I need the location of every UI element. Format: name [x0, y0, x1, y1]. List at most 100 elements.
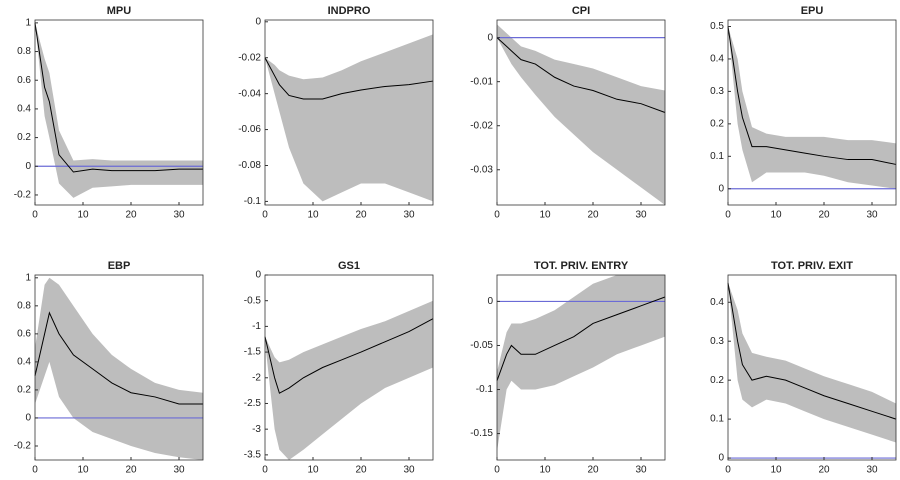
x-tick-label: 20: [355, 210, 367, 221]
y-tick-label: -0.15: [470, 428, 493, 439]
response-line: [34, 22, 203, 173]
y-tick-label: 0: [255, 16, 261, 27]
y-tick-label: -1: [252, 321, 261, 332]
response-line: [34, 311, 203, 405]
y-tick-label: 0: [487, 32, 493, 43]
y-tick-label: -2: [252, 372, 261, 383]
x-tick-label: 10: [539, 465, 551, 476]
response-line: [264, 57, 434, 100]
confidence-band: [497, 24, 665, 206]
y-tick-label: -0.1: [476, 384, 494, 395]
y-tick-label: -0.02: [238, 52, 261, 63]
x-tick-label: 30: [403, 210, 415, 221]
panel-title: EBP: [108, 260, 131, 272]
y-tick-label: 0: [25, 413, 31, 424]
y-tick-label: 0.4: [710, 297, 724, 308]
x-tick-label: 0: [262, 210, 268, 221]
y-tick-label: 0.8: [17, 46, 31, 57]
y-tick-label: -0.2: [14, 441, 32, 452]
response-line: [496, 37, 666, 113]
panel-title: MPU: [107, 5, 132, 17]
y-tick-label: 0.6: [17, 329, 31, 340]
axes-box: [34, 19, 204, 206]
x-tick-label: 0: [725, 465, 731, 476]
confidence-band: [728, 282, 896, 443]
panel-title: CPI: [572, 5, 590, 17]
panel-title: INDPRO: [328, 5, 371, 17]
y-tick-label: -1.5: [244, 347, 262, 358]
x-tick-label: 10: [307, 465, 319, 476]
y-tick-label: 0: [718, 453, 724, 464]
x-tick-label: 30: [173, 465, 185, 476]
y-tick-label: -0.05: [470, 340, 493, 351]
y-tick-label: -0.1: [244, 196, 262, 207]
confidence-band: [497, 275, 665, 452]
y-tick-label: -0.08: [238, 160, 261, 171]
y-tick-label: 0.4: [17, 357, 31, 368]
x-tick-label: 20: [125, 465, 137, 476]
y-tick-label: 1: [25, 18, 31, 29]
y-tick-label: 0.1: [710, 151, 724, 162]
y-tick-label: 0.2: [17, 385, 31, 396]
x-tick-label: 10: [770, 210, 782, 221]
y-tick-label: -3.5: [244, 450, 262, 461]
response-line: [727, 282, 897, 420]
y-tick-label: 0: [718, 183, 724, 194]
y-tick-label: -0.5: [244, 295, 262, 306]
x-tick-label: 20: [355, 465, 367, 476]
panel-title: TOT. PRIV. EXIT: [771, 260, 853, 272]
axes-box: [34, 274, 204, 461]
x-tick-label: 20: [587, 465, 599, 476]
y-tick-label: 0.2: [710, 119, 724, 130]
x-tick-label: 30: [866, 465, 878, 476]
x-tick-label: 10: [307, 210, 319, 221]
axes-box: [727, 274, 897, 461]
y-tick-label: -0.04: [238, 88, 261, 99]
x-tick-label: 0: [494, 210, 500, 221]
response-line: [727, 26, 897, 165]
y-tick-label: -0.03: [470, 164, 493, 175]
confidence-band: [265, 34, 433, 202]
y-tick-label: -0.01: [470, 76, 493, 87]
x-tick-label: 30: [173, 210, 185, 221]
axes-box: [264, 19, 434, 206]
axes-box: [496, 274, 666, 461]
y-tick-label: 0.1: [710, 414, 724, 425]
axes-box: [264, 274, 434, 461]
y-tick-label: 0.5: [710, 21, 724, 32]
y-tick-label: -0.2: [14, 190, 32, 201]
panel-title: EPU: [801, 5, 824, 17]
confidence-band: [35, 277, 203, 460]
y-tick-label: 0: [25, 161, 31, 172]
y-tick-label: 0.3: [710, 86, 724, 97]
y-tick-label: 0.4: [17, 104, 31, 115]
y-tick-label: -3: [252, 424, 261, 435]
confidence-band: [728, 26, 896, 189]
x-tick-label: 10: [77, 210, 89, 221]
confidence-band: [35, 22, 203, 198]
y-tick-label: 0.8: [17, 300, 31, 311]
y-tick-label: -0.02: [470, 120, 493, 131]
response-line: [496, 296, 666, 381]
y-tick-label: 1: [25, 272, 31, 283]
y-tick-label: 0.3: [710, 336, 724, 347]
x-tick-label: 0: [494, 465, 500, 476]
x-tick-label: 10: [77, 465, 89, 476]
y-tick-label: 0.2: [17, 132, 31, 143]
y-tick-label: 0.2: [710, 375, 724, 386]
x-tick-label: 30: [866, 210, 878, 221]
axes-box: [496, 19, 666, 206]
x-tick-label: 20: [587, 210, 599, 221]
y-tick-label: -2.5: [244, 398, 262, 409]
y-tick-label: 0: [255, 270, 261, 281]
x-tick-label: 20: [818, 465, 830, 476]
x-tick-label: 30: [635, 210, 647, 221]
response-line: [264, 318, 434, 394]
y-tick-label: 0.6: [17, 75, 31, 86]
x-tick-label: 20: [818, 210, 830, 221]
y-tick-label: -0.06: [238, 124, 261, 135]
axes-box: [727, 19, 897, 206]
y-tick-label: 0: [487, 296, 493, 307]
x-tick-label: 0: [262, 465, 268, 476]
